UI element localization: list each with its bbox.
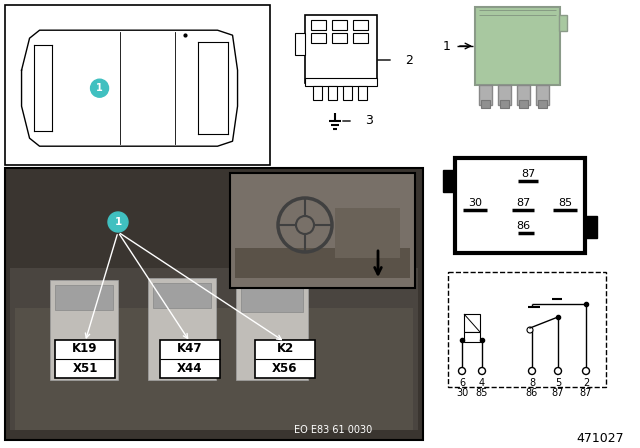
Text: 87: 87 (521, 169, 535, 179)
Bar (448, 272, 606, 387)
Bar (50, 280, 118, 380)
Bar (498, 85, 511, 105)
Bar (335, 208, 400, 258)
Text: 30: 30 (456, 388, 468, 398)
Text: 87: 87 (580, 388, 592, 398)
Bar (343, 86, 352, 100)
Bar (255, 340, 315, 378)
Text: X44: X44 (177, 362, 203, 375)
Text: 1: 1 (96, 83, 103, 93)
Circle shape (554, 367, 561, 375)
Circle shape (479, 367, 486, 375)
Text: 2: 2 (405, 53, 413, 66)
Bar (455, 158, 585, 253)
Bar (481, 100, 490, 108)
Bar (353, 20, 368, 30)
Text: 87: 87 (552, 388, 564, 398)
Text: 1: 1 (115, 217, 122, 227)
Bar (519, 100, 528, 108)
Circle shape (108, 212, 128, 232)
Text: 86: 86 (516, 221, 530, 231)
Bar (464, 314, 480, 332)
Text: EO E83 61 0030: EO E83 61 0030 (294, 425, 372, 435)
Text: 30: 30 (468, 198, 482, 208)
Bar (5, 168, 423, 440)
Circle shape (90, 79, 109, 97)
Text: 6: 6 (459, 378, 465, 388)
Text: K19: K19 (72, 343, 98, 356)
Bar (517, 85, 530, 105)
Bar (475, 7, 560, 85)
Bar (536, 85, 549, 105)
Circle shape (582, 367, 589, 375)
Bar (311, 33, 326, 43)
Bar (241, 287, 303, 312)
Text: 4: 4 (479, 378, 485, 388)
Bar (55, 285, 113, 310)
Text: X56: X56 (272, 362, 298, 375)
Bar (148, 278, 216, 380)
Text: 87: 87 (516, 198, 530, 208)
Bar (313, 86, 322, 100)
Text: 471027: 471027 (576, 431, 624, 444)
Text: K2: K2 (276, 343, 294, 356)
Bar (305, 78, 377, 86)
Bar (5, 5, 270, 165)
Bar (153, 283, 211, 308)
Bar (10, 268, 418, 430)
Text: 2: 2 (583, 378, 589, 388)
Text: 1: 1 (443, 39, 451, 52)
Bar (479, 85, 492, 105)
Bar (160, 340, 220, 378)
Circle shape (527, 327, 533, 333)
Text: 3: 3 (365, 115, 373, 128)
Text: 8: 8 (529, 378, 535, 388)
Bar (15, 308, 413, 430)
Bar (295, 33, 305, 55)
Text: K47: K47 (177, 343, 203, 356)
Bar (500, 100, 509, 108)
Text: X51: X51 (72, 362, 98, 375)
Bar (55, 340, 115, 378)
Bar (305, 15, 377, 83)
Bar (585, 216, 597, 238)
Bar (235, 248, 410, 278)
Bar (328, 86, 337, 100)
Bar (358, 86, 367, 100)
Bar (236, 282, 308, 380)
Bar (332, 20, 347, 30)
Bar (311, 20, 326, 30)
Bar (230, 173, 415, 288)
Circle shape (458, 367, 465, 375)
Bar (353, 33, 368, 43)
Text: 86: 86 (526, 388, 538, 398)
Text: 5: 5 (555, 378, 561, 388)
Bar (464, 332, 480, 342)
Bar (559, 15, 567, 31)
Bar (443, 170, 455, 192)
Circle shape (529, 367, 536, 375)
Bar (538, 100, 547, 108)
Text: 85: 85 (476, 388, 488, 398)
Text: 85: 85 (558, 198, 572, 208)
Bar (332, 33, 347, 43)
